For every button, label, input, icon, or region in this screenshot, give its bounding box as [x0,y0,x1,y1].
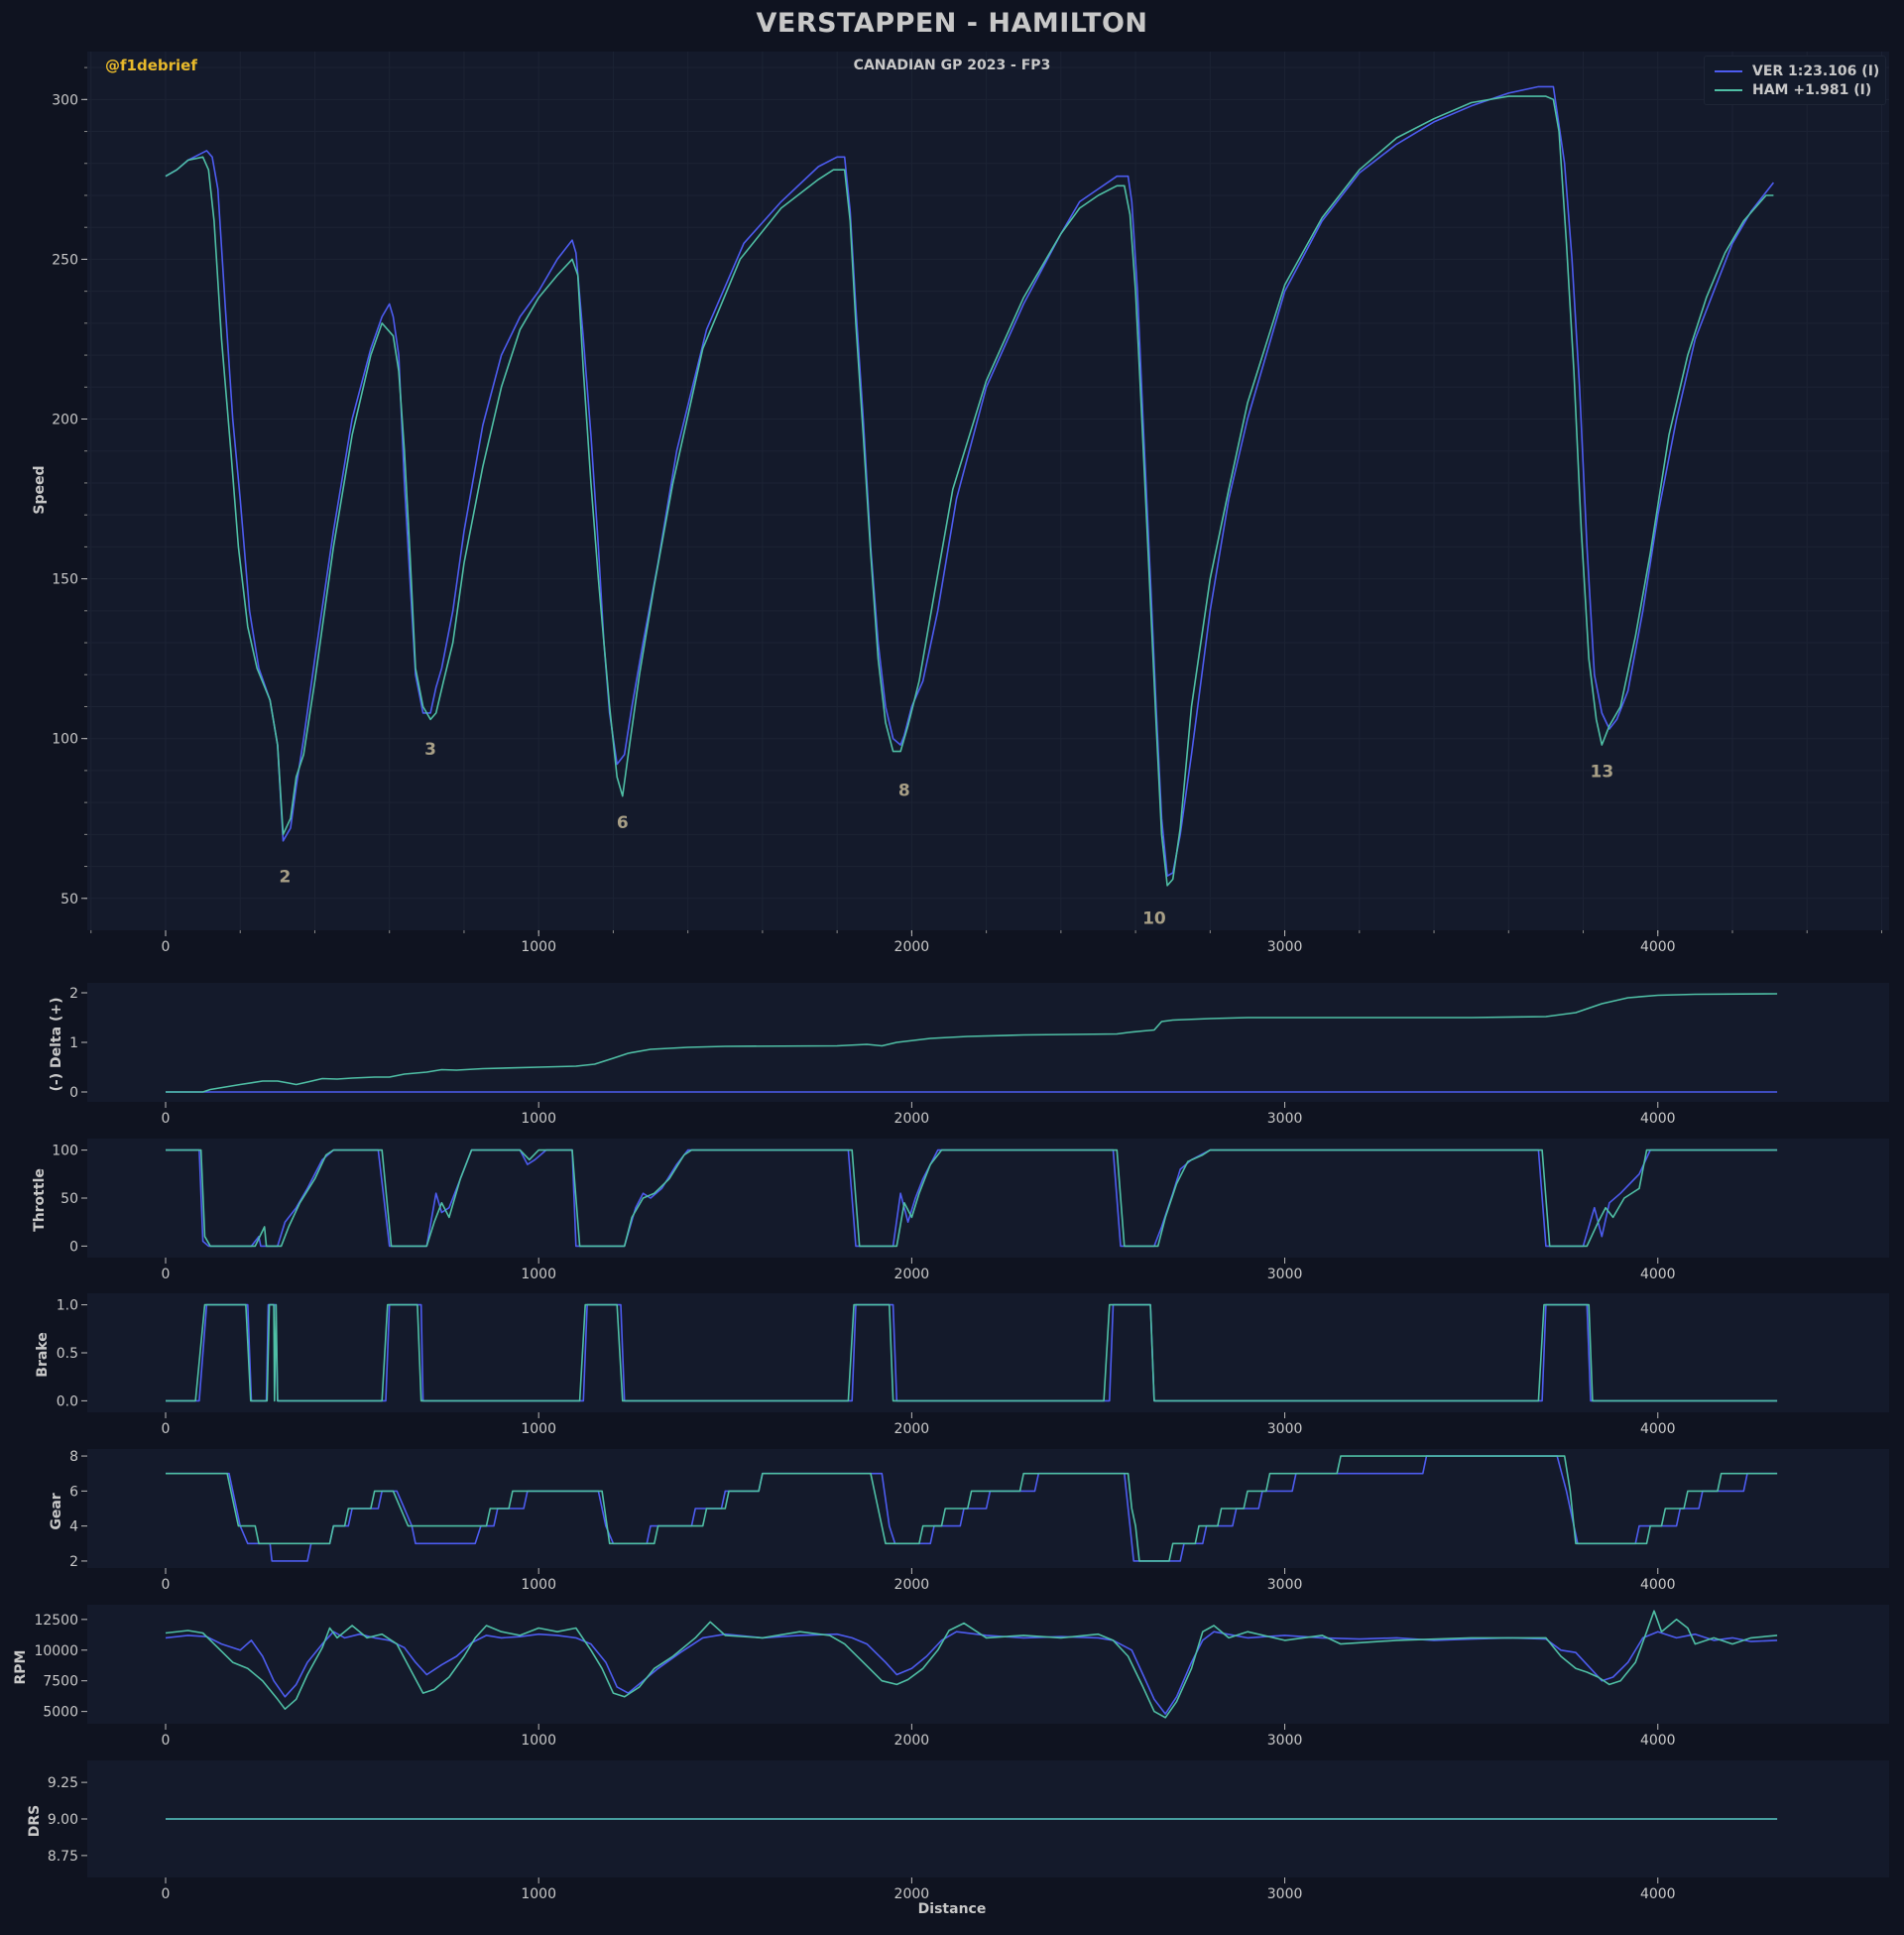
rpm-x-tick-label: 3000 [1267,1733,1303,1749]
ylabel-brake: Brake [35,1332,51,1378]
speed-x-tick-label: 0 [162,939,171,955]
speed-y-tick-label: 200 [52,413,78,428]
throttle-series-ham [166,1149,1778,1248]
xlabel-distance: Distance [917,1901,987,1917]
delta-x-tick-label: 1000 [521,1111,556,1127]
drs-y-tick-label: 9.25 [48,1775,78,1791]
gear-y-tick-label: 2 [69,1554,78,1570]
brake-x-tick-label: 0 [162,1421,171,1437]
rpm-y-tick-label: 10000 [34,1643,78,1659]
ylabel-throttle: Throttle [32,1168,48,1232]
legend-label-ham: HAM +1.981 (I) [1752,82,1872,98]
gear-y-tick-label: 8 [69,1449,78,1465]
corner-label-10: 10 [1142,909,1166,929]
brake-x-tick-label: 3000 [1267,1421,1303,1437]
session-subtitle: CANADIAN GP 2023 - FP3 [853,58,1051,73]
ylabel-gear: Gear [49,1493,64,1530]
gear-x-tick-label: 2000 [894,1577,930,1593]
ylabel-rpm: RPM [13,1649,29,1685]
watermark: @f1debrief [105,57,197,74]
legend-entry-ham: HAM +1.981 (I) [1715,82,1871,98]
drs-x-tick-label: 0 [162,1886,171,1902]
brake-x-tick-label: 2000 [894,1421,930,1437]
corner-label-6: 6 [617,813,629,833]
speed-x-tick-label: 2000 [894,939,930,955]
speed-x-tick-label: 3000 [1267,939,1303,955]
brake-y-tick-label: 0.5 [57,1346,78,1362]
rpm-series-ham [165,1610,1778,1719]
throttle-y-tick-label: 50 [60,1191,78,1207]
legend-swatch-ver [1715,70,1742,72]
gear-x-tick-label: 3000 [1267,1577,1303,1593]
delta-y-tick-label: 2 [69,986,78,1002]
brake-series-ham [166,1303,1778,1402]
throttle-axes-background [87,1139,1889,1258]
throttle-y-tick-label: 100 [52,1144,78,1159]
drs-x-tick-label: 2000 [894,1886,930,1902]
corner-label-2: 2 [279,868,291,888]
speed-x-tick-label: 1000 [521,939,556,955]
delta-x-tick-label: 4000 [1640,1111,1676,1127]
speed-y-tick-label: 250 [52,252,78,268]
speed-axes-background [87,52,1889,930]
rpm-x-tick-label: 1000 [521,1733,556,1749]
gear-series-ham [166,1455,1778,1562]
rpm-y-tick-label: 12500 [34,1613,78,1629]
legend-entry-ver: VER 1:23.106 (I) [1715,63,1879,79]
throttle-x-tick-label: 3000 [1267,1267,1303,1282]
gear-x-tick-label: 0 [162,1577,171,1593]
speed-y-tick-label: 50 [60,892,78,907]
throttle-y-tick-label: 0 [69,1239,78,1255]
delta-y-tick-label: 0 [69,1085,78,1101]
gear-y-tick-label: 6 [69,1484,78,1500]
throttle-x-tick-label: 2000 [894,1267,930,1282]
ylabel-delta: (-) Delta (+) [49,997,64,1092]
drs-x-tick-label: 3000 [1267,1886,1303,1902]
drs-y-tick-label: 9.00 [48,1812,78,1828]
rpm-x-tick-label: 2000 [894,1733,930,1749]
legend-swatch-ham [1715,89,1742,91]
speed-y-tick-label: 100 [52,732,78,748]
gear-x-tick-label: 1000 [521,1577,556,1593]
delta-y-tick-label: 1 [69,1035,78,1051]
drs-x-tick-label: 1000 [521,1886,556,1902]
rpm-y-tick-label: 7500 [43,1674,78,1690]
throttle-x-tick-label: 1000 [521,1267,556,1282]
corner-label-13: 13 [1590,762,1613,782]
speed-y-tick-label: 300 [52,92,78,108]
legend: VER 1:23.106 (I) HAM +1.981 (I) [1704,56,1886,105]
delta-x-tick-label: 0 [162,1111,171,1127]
rpm-axes-background [87,1605,1889,1724]
rpm-x-tick-label: 0 [162,1733,171,1749]
brake-y-tick-label: 1.0 [57,1298,78,1314]
ylabel-drs: DRS [27,1804,43,1838]
rpm-x-tick-label: 4000 [1640,1733,1676,1749]
throttle-x-tick-label: 0 [162,1267,171,1282]
throttle-x-tick-label: 4000 [1640,1267,1676,1282]
delta-series-ham [166,993,1778,1093]
drs-y-tick-label: 8.75 [48,1849,78,1865]
delta-x-tick-label: 3000 [1267,1111,1303,1127]
brake-y-tick-label: 0.0 [57,1393,78,1409]
brake-axes-background [87,1293,1889,1412]
speed-y-tick-label: 150 [52,572,78,588]
ylabel-speed: Speed [32,465,48,515]
delta-axes-background [87,983,1889,1102]
speed-series-ham [165,95,1774,887]
legend-label-ver: VER 1:23.106 (I) [1752,63,1880,79]
brake-x-tick-label: 1000 [521,1421,556,1437]
rpm-y-tick-label: 5000 [43,1705,78,1721]
gear-axes-background [87,1449,1889,1568]
speed-x-tick-label: 4000 [1640,939,1676,955]
corner-label-3: 3 [424,740,436,760]
drs-x-tick-label: 4000 [1640,1886,1676,1902]
figure-title: VERSTAPPEN - HAMILTON [756,8,1148,39]
delta-x-tick-label: 2000 [894,1111,930,1127]
corner-label-8: 8 [898,782,910,801]
gear-x-tick-label: 4000 [1640,1577,1676,1593]
brake-x-tick-label: 4000 [1640,1421,1676,1437]
gear-y-tick-label: 4 [69,1519,78,1535]
